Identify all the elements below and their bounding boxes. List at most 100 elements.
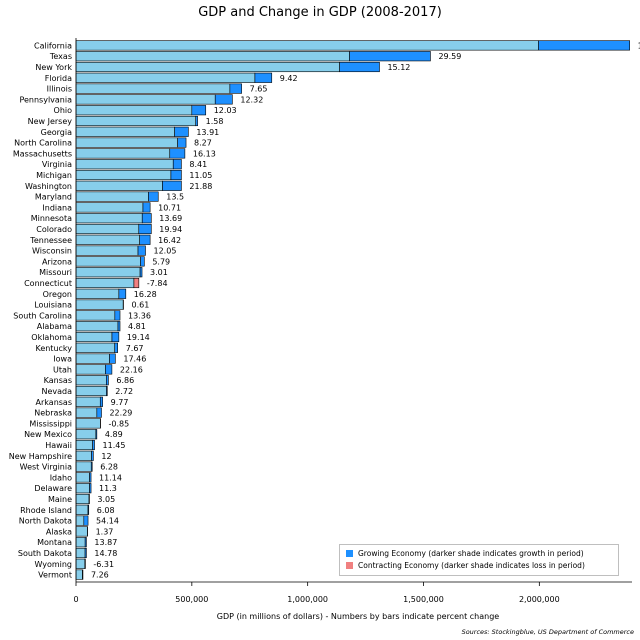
data-label-illinois: 7.65 xyxy=(250,85,268,94)
category-label-utah: Utah xyxy=(53,365,72,374)
bar-base-california xyxy=(75,40,539,51)
data-label-oregon: 16.28 xyxy=(134,290,157,299)
data-label-colorado: 19.94 xyxy=(159,225,182,234)
data-label-vermont: 7.26 xyxy=(91,571,109,580)
bar-change-florida xyxy=(254,72,273,83)
bar-change-kentucky xyxy=(114,342,119,353)
category-label-new-hampshire: New Hampshire xyxy=(9,452,72,461)
bar-change-tennessee xyxy=(139,234,151,245)
category-label-new-york: New York xyxy=(35,63,72,72)
bar-change-hawaii xyxy=(92,439,95,451)
data-label-missouri: 3.01 xyxy=(150,268,168,277)
bar-base-tennessee xyxy=(75,234,140,245)
bar-base-wisconsin xyxy=(75,245,139,256)
bar-change-west-virginia xyxy=(90,461,93,472)
bar-change-wisconsin xyxy=(137,245,146,256)
bar-base-kentucky xyxy=(75,342,116,353)
bar-change-colorado xyxy=(138,223,152,235)
category-label-georgia: Georgia xyxy=(41,128,72,137)
category-label-vermont: Vermont xyxy=(38,571,72,580)
legend-label-contracting: Contracting Economy (darker shade indica… xyxy=(358,561,585,570)
data-label-alabama: 4.81 xyxy=(128,322,146,331)
data-label-montana: 13.87 xyxy=(94,538,117,547)
category-label-arizona: Arizona xyxy=(42,257,72,266)
x-tick-label-2: 1,000,000 xyxy=(287,595,328,604)
category-label-oklahoma: Oklahoma xyxy=(31,333,72,342)
bar-base-montana xyxy=(75,537,86,548)
category-label-new-mexico: New Mexico xyxy=(24,430,72,439)
bar-base-oregon xyxy=(75,288,120,299)
category-label-california: California xyxy=(34,41,72,50)
data-label-idaho: 11.14 xyxy=(99,473,122,482)
bar-base-connecticut xyxy=(75,277,135,289)
data-label-tennessee: 16.42 xyxy=(158,236,181,245)
category-label-maryland: Maryland xyxy=(35,193,72,202)
category-label-nebraska: Nebraska xyxy=(34,409,72,418)
bar-change-massachusetts xyxy=(169,148,186,159)
category-label-colorado: Colorado xyxy=(36,225,72,234)
bar-change-california xyxy=(538,40,630,51)
bar-base-vermont xyxy=(75,569,83,580)
data-label-mississippi: -0.85 xyxy=(109,419,130,428)
data-label-new-mexico: 4.89 xyxy=(105,430,123,439)
x-tick-label-0: 0 xyxy=(73,595,78,604)
data-label-nebraska: 22.29 xyxy=(109,409,132,418)
data-label-texas: 29.59 xyxy=(438,52,461,61)
category-label-indiana: Indiana xyxy=(42,203,72,212)
bar-change-idaho xyxy=(89,472,92,483)
category-label-minnesota: Minnesota xyxy=(31,214,72,223)
data-label-maryland: 13.5 xyxy=(166,193,184,202)
bar-change-illinois xyxy=(229,83,242,94)
bar-change-south-carolina xyxy=(114,310,121,321)
bar-base-ohio xyxy=(75,105,193,116)
bar-change-montana xyxy=(84,537,87,548)
data-label-nevada: 2.72 xyxy=(115,387,133,396)
data-label-connecticut: -7.84 xyxy=(147,279,168,288)
bar-change-iowa xyxy=(109,353,116,364)
category-label-montana: Montana xyxy=(37,538,72,547)
bar-base-arkansas xyxy=(75,396,101,407)
category-label-tennessee: Tennessee xyxy=(29,236,72,245)
bar-base-minnesota xyxy=(75,213,143,224)
legend-swatch-contracting xyxy=(346,562,353,569)
category-label-north-dakota: North Dakota xyxy=(19,517,72,526)
data-label-kansas: 6.86 xyxy=(116,376,134,385)
bar-base-west-virginia xyxy=(75,461,92,472)
bar-change-kansas xyxy=(106,375,109,386)
data-label-north-carolina: 8.27 xyxy=(194,139,212,148)
bar-change-new-mexico xyxy=(95,429,98,440)
category-label-alaska: Alaska xyxy=(46,527,72,536)
bar-base-north-carolina xyxy=(75,137,178,148)
bar-change-connecticut xyxy=(133,277,140,289)
category-label-connecticut: Connecticut xyxy=(24,279,72,288)
category-label-mississippi: Mississippi xyxy=(29,419,72,428)
data-label-hawaii: 11.45 xyxy=(103,441,126,450)
data-label-maine: 3.05 xyxy=(97,495,115,504)
bar-base-washington xyxy=(75,180,163,191)
category-label-kansas: Kansas xyxy=(44,376,72,385)
data-label-new-hampshire: 12 xyxy=(101,452,111,461)
data-label-south-carolina: 13.36 xyxy=(128,311,151,320)
data-label-new-york: 15.12 xyxy=(387,63,410,72)
data-label-virginia: 8.41 xyxy=(189,160,207,169)
data-label-massachusetts: 16.13 xyxy=(193,149,216,158)
category-label-ohio: Ohio xyxy=(54,106,73,115)
bar-change-utah xyxy=(105,364,113,375)
category-label-south-carolina: South Carolina xyxy=(13,311,72,320)
bar-change-maryland xyxy=(148,191,159,202)
data-label-michigan: 11.05 xyxy=(189,171,212,180)
bar-base-new-hampshire xyxy=(75,450,92,461)
bar-base-oklahoma xyxy=(75,331,113,343)
bar-base-massachusetts xyxy=(75,148,171,159)
sources-note: Sources: Stockingblue, US Department of … xyxy=(461,628,634,636)
data-label-oklahoma: 19.14 xyxy=(127,333,150,342)
bar-base-colorado xyxy=(75,223,140,235)
bar-change-ohio xyxy=(191,105,207,116)
x-tick-label-1: 500,000 xyxy=(175,595,208,604)
category-label-louisiana: Louisiana xyxy=(34,301,72,310)
bar-base-arizona xyxy=(75,256,141,267)
bar-change-alabama xyxy=(117,321,121,332)
bar-change-north-dakota xyxy=(83,515,89,526)
category-label-wisconsin: Wisconsin xyxy=(32,247,72,256)
bar-base-wyoming xyxy=(75,558,86,569)
